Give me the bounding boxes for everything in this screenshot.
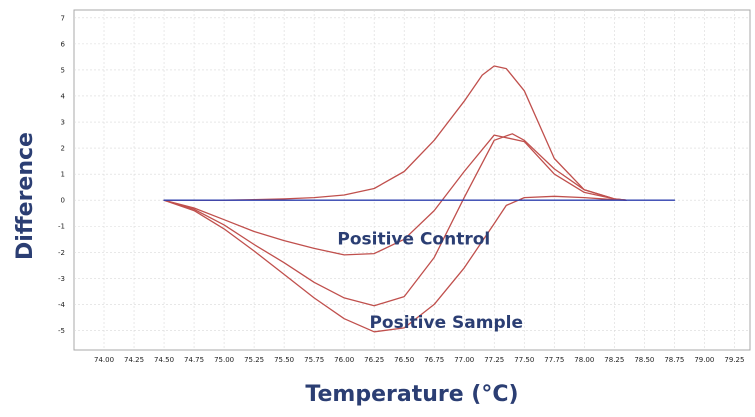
melt-curve-line (163, 134, 627, 256)
x-tick-label: 75.50 (274, 356, 294, 364)
annotations: Positive Control Positive Sample (337, 229, 523, 332)
y-tick-label: 5 (61, 66, 65, 74)
y-tick-label: -1 (58, 223, 65, 231)
positive-sample-label: Positive Sample (369, 313, 523, 333)
grid (74, 10, 750, 350)
x-tick-label: 75.25 (244, 356, 264, 364)
series-group (163, 65, 676, 333)
x-tick-label: 76.50 (394, 356, 414, 364)
x-tick-label: 74.25 (124, 356, 144, 364)
x-tick-label: 74.00 (94, 356, 114, 364)
x-tick-label: 78.25 (604, 356, 624, 364)
x-tick-label: 77.75 (544, 356, 564, 364)
x-tick-label: 74.75 (184, 356, 204, 364)
y-tick-label: -3 (58, 275, 65, 283)
y-tick-label: 0 (61, 197, 65, 205)
y-tick-label: 3 (61, 119, 65, 127)
y-tick-label: 6 (61, 40, 66, 48)
x-tick-label: 75.00 (214, 356, 234, 364)
y-tick-label: -4 (58, 301, 66, 309)
y-axis-title: Difference (13, 132, 38, 260)
x-tick-label: 79.25 (724, 356, 744, 364)
y-tick-label: 1 (61, 171, 65, 179)
y-tick-label: 4 (61, 92, 66, 100)
x-tick-label: 78.00 (574, 356, 594, 364)
x-tick-label: 74.50 (154, 356, 174, 364)
melt-curve-line (163, 133, 627, 307)
x-tick-label: 76.25 (364, 356, 384, 364)
plot-area (73, 9, 751, 351)
y-tick-label: -5 (58, 327, 65, 335)
x-tick-label: 77.25 (484, 356, 504, 364)
x-tick-label: 79.00 (694, 356, 714, 364)
positive-control-label: Positive Control (337, 229, 490, 249)
x-tick-label: 77.00 (454, 356, 474, 364)
ticks: 74.00 74.25 74.50 74.75 75.00 75.25 75.50 75.75… (58, 14, 744, 364)
x-tick-label: 78.50 (634, 356, 654, 364)
y-tick-label: 2 (61, 145, 65, 153)
x-tick-label: 78.75 (664, 356, 684, 364)
x-tick-label: 77.50 (514, 356, 534, 364)
x-tick-label: 76.00 (334, 356, 354, 364)
y-tick-label: 7 (61, 14, 65, 22)
melt-curve-line (163, 195, 627, 333)
y-tick-label: -2 (58, 249, 65, 257)
x-axis-title: Temperature (°C) (305, 382, 518, 407)
x-tick-label: 75.75 (304, 356, 324, 364)
x-tick-label: 76.75 (424, 356, 444, 364)
